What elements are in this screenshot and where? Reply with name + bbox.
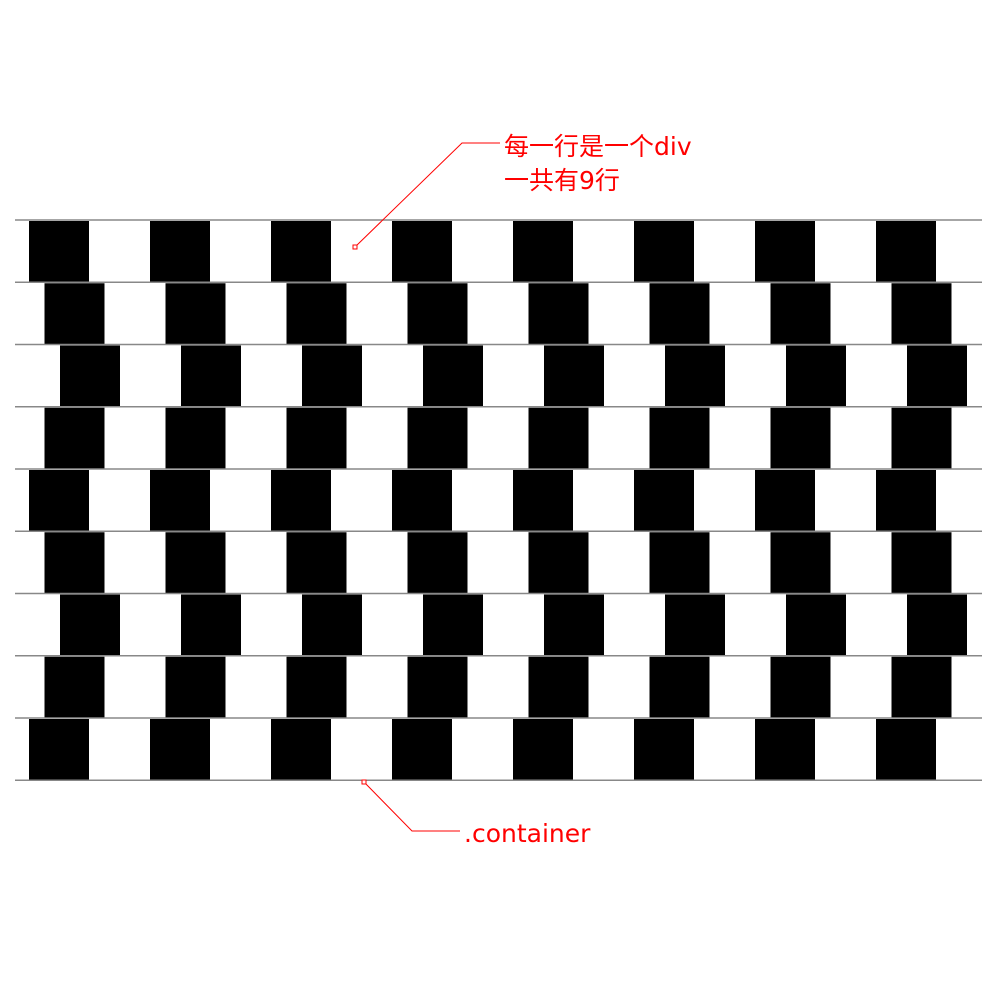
black-tile: [876, 470, 936, 531]
black-tile: [891, 656, 952, 718]
black-tile: [181, 594, 241, 656]
black-tile: [513, 221, 573, 282]
tile-row: [29, 470, 936, 531]
container-callout-marker: [361, 779, 367, 785]
black-tile: [286, 407, 347, 469]
black-tile: [165, 532, 226, 593]
black-tile: [513, 470, 573, 531]
black-tile: [44, 283, 105, 344]
black-tile: [181, 345, 241, 407]
black-tile: [891, 407, 952, 469]
black-tile: [891, 283, 952, 344]
black-tile: [392, 221, 452, 282]
black-tile: [150, 719, 210, 780]
black-tile: [513, 719, 573, 780]
black-tile: [649, 283, 710, 344]
mortar-lines: [15, 219, 982, 781]
black-tile: [286, 283, 347, 344]
black-tile: [907, 345, 967, 407]
black-tile: [286, 656, 347, 718]
black-tile: [165, 407, 226, 469]
tile-row: [29, 719, 936, 780]
black-tile: [150, 470, 210, 531]
black-tile: [44, 407, 105, 469]
black-tile: [786, 345, 846, 407]
black-tile: [891, 532, 952, 593]
black-tile: [407, 656, 468, 718]
black-tile: [407, 407, 468, 469]
black-tile: [271, 719, 331, 780]
tile-row: [44, 407, 952, 469]
black-tile: [165, 283, 226, 344]
black-tile: [665, 594, 725, 656]
tile-row: [29, 221, 936, 282]
black-tile: [876, 221, 936, 282]
black-tile: [407, 532, 468, 593]
tile-row: [60, 594, 967, 656]
black-tile: [392, 470, 452, 531]
black-tile: [29, 470, 89, 531]
black-tile: [770, 532, 831, 593]
row-count-annotation-line2: 一共有9行: [504, 166, 620, 195]
black-tile: [755, 470, 815, 531]
black-tile: [544, 345, 604, 407]
black-tile: [755, 719, 815, 780]
black-tile: [271, 470, 331, 531]
black-tile: [770, 407, 831, 469]
black-tile: [528, 407, 589, 469]
black-tile: [44, 656, 105, 718]
black-tile: [770, 656, 831, 718]
callout-leaders: [352, 142, 500, 832]
black-tile: [907, 594, 967, 656]
black-tile: [634, 221, 694, 282]
black-tile: [271, 221, 331, 282]
black-tile: [528, 656, 589, 718]
tile-row: [44, 532, 952, 593]
black-tile: [302, 594, 362, 656]
black-tile: [407, 283, 468, 344]
tile-row: [60, 345, 967, 407]
black-tile: [649, 656, 710, 718]
black-tile: [770, 283, 831, 344]
black-tile: [165, 656, 226, 718]
black-tile: [60, 594, 120, 656]
container-annotation: .container: [464, 819, 591, 848]
black-tile: [286, 532, 347, 593]
black-tile: [150, 221, 210, 282]
black-tile: [649, 407, 710, 469]
black-tile: [392, 719, 452, 780]
black-tile: [29, 221, 89, 282]
row-callout-leader: [354, 142, 500, 248]
black-tile: [876, 719, 936, 780]
black-tile: [423, 345, 483, 407]
row-callout-marker: [352, 244, 358, 250]
black-tile: [528, 283, 589, 344]
black-tile: [302, 345, 362, 407]
row-div-annotation-line1: 每一行是一个div: [504, 132, 692, 161]
row-div-annotation: 每一行是一个div 一共有9行: [504, 130, 692, 198]
black-tile: [29, 719, 89, 780]
tile-row: [44, 656, 952, 718]
black-tile: [423, 594, 483, 656]
black-tile: [528, 532, 589, 593]
black-tile: [665, 345, 725, 407]
black-tile: [755, 221, 815, 282]
black-tile: [634, 719, 694, 780]
black-tile: [649, 532, 710, 593]
black-tile: [544, 594, 604, 656]
black-tile: [44, 532, 105, 593]
container-callout-leader: [363, 781, 460, 832]
tile-rows: [29, 221, 967, 780]
black-tile: [786, 594, 846, 656]
black-tile: [634, 470, 694, 531]
black-tile: [60, 345, 120, 407]
tile-row: [44, 283, 952, 344]
